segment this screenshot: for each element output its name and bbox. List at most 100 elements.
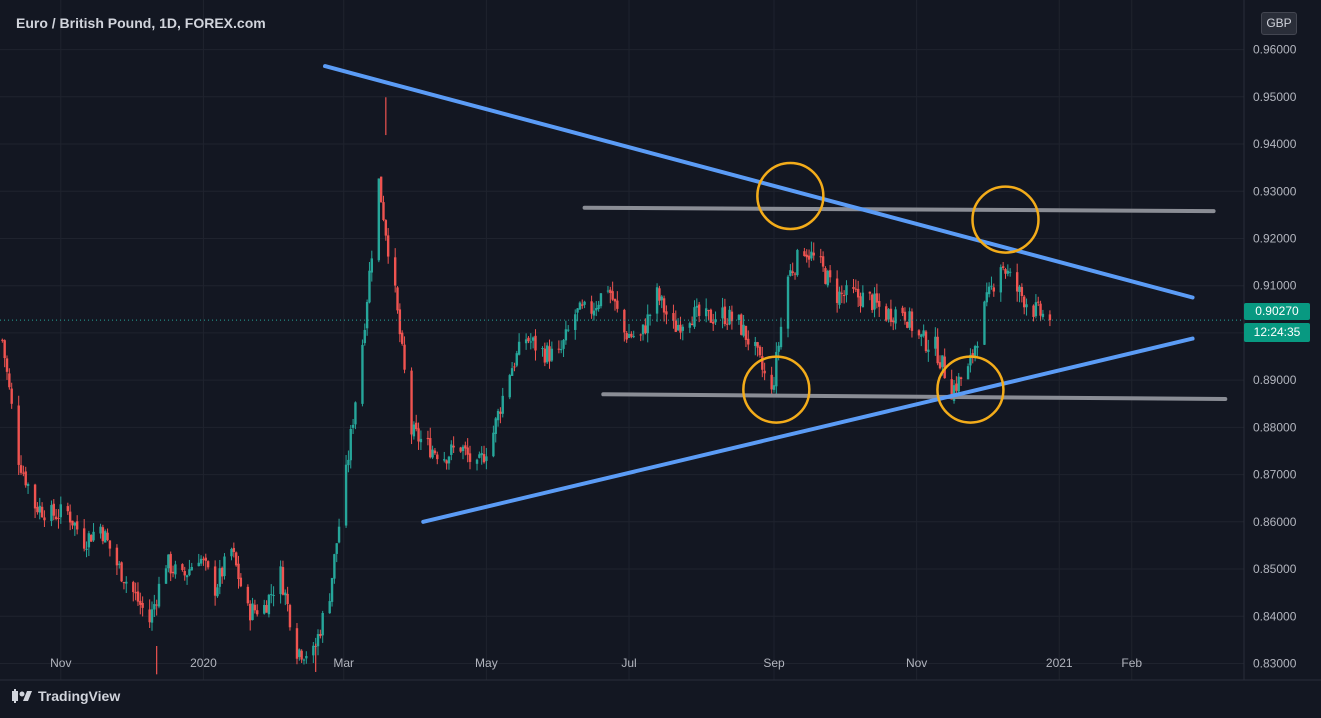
candle-body [1022, 296, 1026, 308]
candle-body [793, 273, 797, 275]
candle-body [223, 556, 226, 577]
candle-body [370, 258, 373, 273]
candle-body [838, 291, 841, 305]
price-tick-label: 0.88000 [1253, 420, 1297, 434]
candle-body [218, 568, 222, 587]
candle-body [396, 287, 399, 311]
price-tick-label: 0.94000 [1253, 137, 1297, 151]
candle-body [529, 341, 533, 343]
candle-body [1015, 272, 1019, 292]
candle-body [452, 445, 455, 448]
candle-body [108, 540, 112, 549]
candle-body [284, 592, 287, 596]
candle-body [707, 310, 710, 312]
candle-body [155, 604, 158, 606]
candle-body [38, 505, 41, 513]
candle-body [632, 336, 635, 338]
candle-body [581, 304, 584, 306]
candle-body [842, 295, 846, 297]
tradingview-brand[interactable]: TradingView [12, 688, 120, 704]
candle-body [613, 298, 617, 302]
candle-body [861, 292, 865, 308]
grid-lines [0, 0, 1244, 680]
candle-body [938, 362, 942, 369]
candle-body [906, 321, 909, 328]
candle-body [139, 600, 142, 605]
price-tick-label: 0.83000 [1253, 656, 1297, 670]
currency-button[interactable]: GBP [1261, 12, 1297, 35]
candle-body [740, 314, 743, 335]
candle-body [959, 377, 963, 380]
time-tick-label: 2020 [190, 656, 217, 670]
candle-body [431, 449, 434, 458]
candle-body [24, 471, 27, 486]
candle-body [237, 563, 240, 580]
candle-body [828, 270, 832, 278]
candle-body [791, 271, 794, 273]
candle-body [199, 558, 203, 564]
candle-body [459, 447, 462, 452]
candle-body [690, 323, 694, 326]
candle-body [386, 235, 390, 257]
candle-body [33, 484, 37, 509]
candle-body [726, 323, 729, 325]
candle-body [106, 532, 109, 541]
candle-body [68, 511, 72, 523]
candle-body [136, 591, 140, 602]
candle-body [328, 601, 331, 614]
candle-body [246, 586, 250, 604]
candle-body [167, 554, 170, 569]
candle-body [174, 564, 177, 575]
candle-body [562, 340, 565, 349]
candle-body [742, 324, 745, 336]
candle-body [415, 422, 418, 430]
candle-body [52, 503, 55, 516]
candle-body [92, 531, 95, 541]
candle-body [599, 293, 603, 307]
highlight-circle [756, 161, 825, 231]
candle-body [288, 605, 292, 628]
price-tick-label: 0.87000 [1253, 468, 1297, 482]
candle-body [333, 554, 336, 579]
candle-body [120, 562, 123, 582]
candle-body [316, 634, 320, 647]
price-axis[interactable]: 0.96000 0.95000 0.94000 0.93000 0.92000 0.910… [1253, 43, 1297, 671]
candle-body [756, 342, 759, 348]
candle-body [920, 334, 923, 337]
candle-body [183, 571, 186, 576]
candle-body [319, 634, 322, 637]
candle-body [541, 348, 544, 350]
price-tick-label: 0.89000 [1253, 373, 1297, 387]
time-tick-label: Jul [621, 656, 636, 670]
candle-body [789, 270, 792, 276]
candle-body [763, 370, 766, 374]
time-tick-label: Sep [763, 656, 785, 670]
candle-body [957, 376, 960, 392]
candle-body [924, 331, 928, 352]
candle-body [169, 553, 172, 574]
price-tick-label: 0.93000 [1253, 184, 1297, 198]
candle-body [337, 526, 341, 543]
last-price-tag: 0.90270 [1244, 303, 1310, 320]
candle-body [393, 257, 397, 286]
candle-body [410, 370, 413, 435]
candle-body [810, 251, 813, 259]
candle-body [513, 366, 516, 368]
candle-body [213, 566, 217, 596]
candle-body [917, 330, 921, 336]
candle-body [592, 310, 596, 316]
candle-body [1008, 271, 1012, 273]
drawing-layer[interactable] [0, 64, 1244, 524]
candle-body [220, 567, 224, 577]
candle-body [597, 304, 600, 310]
price-tick-label: 0.96000 [1253, 43, 1297, 57]
candle-body [482, 454, 486, 463]
candle-body [590, 301, 593, 314]
candle-body [447, 456, 451, 464]
candle-body [429, 438, 432, 458]
candle-body [966, 366, 970, 380]
candle-body [641, 324, 645, 335]
time-axis[interactable]: Nov 2020 Mar May Jul Sep Nov 2021 Feb [50, 656, 1142, 670]
candle-body [679, 324, 682, 333]
